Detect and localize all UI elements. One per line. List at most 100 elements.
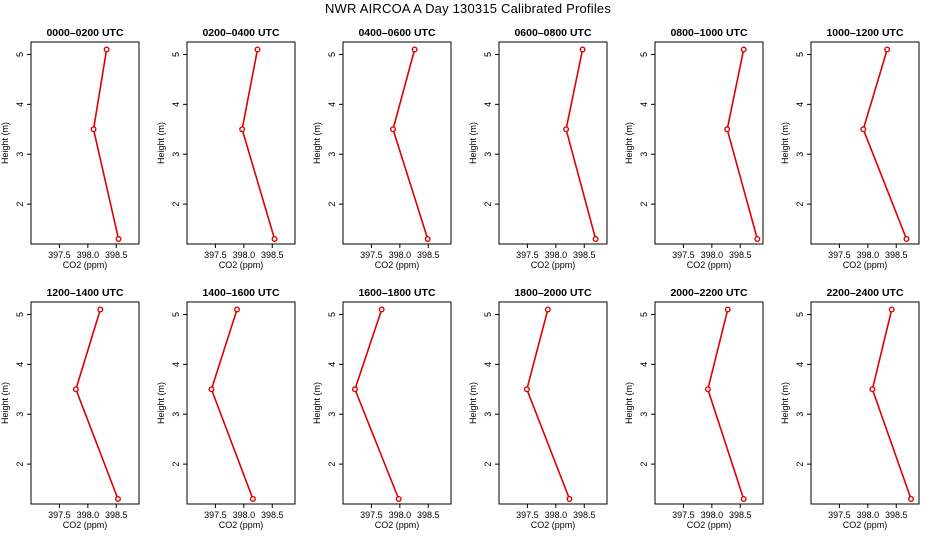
panel-3-ytick-label-4: 5 (327, 52, 337, 57)
panel-3-profile-line (392, 49, 429, 240)
panel-8-ytick-label-4: 5 (171, 312, 181, 317)
panel-1-title: 0000–0200 UTC (46, 27, 123, 39)
panel-8-xlabel: CO2 (ppm) (219, 520, 264, 530)
panel-1-xtick-label-1: 397.5 (48, 250, 71, 260)
panel-7-ytick-label-1: 2 (15, 462, 25, 467)
panel-10-ytick-label-1: 2 (483, 462, 493, 467)
panel-11-point-1 (724, 306, 731, 313)
panel-3-plot-frame (342, 41, 452, 245)
panel-5-xtick-label-3: 398.5 (729, 250, 752, 260)
panel-9-ytick-label-2: 3 (327, 412, 337, 417)
panel-7-xlabel: CO2 (ppm) (63, 520, 108, 530)
panel-3-point-1 (411, 46, 418, 53)
panel-4-ytick-label-3: 4 (483, 102, 493, 107)
panel-10-ytick-label-3: 4 (483, 362, 493, 367)
panel-1-ytick-label-3: 4 (15, 102, 25, 107)
panel-12-xtick-label-3: 398.5 (885, 510, 908, 520)
panel-1-ylabel: Height (m) (0, 122, 10, 164)
panel-8-xtick-label-2: 398.0 (233, 510, 256, 520)
panel-1-xlabel: CO2 (ppm) (63, 260, 108, 270)
panel-9-xtick-label-2: 398.0 (389, 510, 412, 520)
panel-2-ytick-label-3: 4 (171, 102, 181, 107)
panel-10-ytick-label-2: 3 (483, 412, 493, 417)
panel-8-point-1 (234, 306, 241, 313)
panel-8-title: 1400–1600 UTC (202, 287, 279, 299)
panel-12-xtick-label-1: 397.5 (828, 510, 851, 520)
panel-9-xlabel: CO2 (ppm) (375, 520, 420, 530)
panel-9-point-1 (378, 306, 385, 313)
panel-4-xlabel: CO2 (ppm) (531, 260, 576, 270)
panel-8-point-3 (249, 496, 256, 503)
panel-9-point-3 (395, 496, 402, 503)
panel-10-point-3 (566, 496, 573, 503)
panel-11-xtick-label-2: 398.0 (701, 510, 724, 520)
panel-6-title: 1000–1200 UTC (826, 27, 903, 39)
panel-9-ytick-label-3: 4 (327, 362, 337, 367)
panel-5-profile-line (726, 49, 759, 240)
panel-8-xtick-label-1: 397.5 (204, 510, 227, 520)
panel-8-ytick-label-3: 4 (171, 362, 181, 367)
panel-1-ytick-label-1: 2 (15, 202, 25, 207)
panel-1-xtick-label-3: 398.5 (105, 250, 128, 260)
panel-6-point-2 (860, 126, 867, 133)
panel-7-title: 1200–1400 UTC (46, 287, 123, 299)
figure-title: NWR AIRCOA A Day 130315 Calibrated Profi… (324, 1, 612, 16)
panel-12-title: 2200–2400 UTC (826, 287, 903, 299)
panel-10-ytick-label-4: 5 (483, 312, 493, 317)
panel-1-point-1 (103, 46, 110, 53)
panel-11-profile-line (707, 309, 745, 500)
panel-6-ylabel: Height (m) (780, 122, 790, 164)
panel-5-point-3 (754, 236, 761, 243)
panel-7-point-3 (114, 496, 121, 503)
panel-3-xtick-label-3: 398.5 (417, 250, 440, 260)
panel-1-point-3 (115, 236, 122, 243)
panel-4-ylabel: Height (m) (468, 122, 478, 164)
panel-3-ytick-label-2: 3 (327, 152, 337, 157)
panel-5-point-2 (724, 126, 731, 133)
panel-5-ytick-label-3: 4 (639, 102, 649, 107)
panel-12-profile-line (871, 309, 912, 500)
panel-11-point-2 (704, 386, 711, 393)
panel-4-title: 0600–0800 UTC (514, 27, 591, 39)
panel-11-ytick-label-4: 5 (639, 312, 649, 317)
panel-11-ytick-label-2: 3 (639, 412, 649, 417)
panel-12-ytick-label-2: 3 (795, 412, 805, 417)
panel-9-plot-frame (342, 301, 452, 505)
panel-6-profile-line (862, 49, 908, 240)
panel-1-point-2 (90, 126, 97, 133)
panel-2-point-2 (239, 126, 246, 133)
panel-11-ylabel: Height (m) (624, 382, 634, 424)
panel-4-xtick-label-1: 397.5 (516, 250, 539, 260)
panel-4-plot-frame (498, 41, 608, 245)
panel-6-plot-frame (810, 41, 920, 245)
panel-10-ylabel: Height (m) (468, 382, 478, 424)
panel-2-ytick-label-1: 2 (171, 202, 181, 207)
panel-3-ylabel: Height (m) (312, 122, 322, 164)
panel-3-xtick-label-1: 397.5 (360, 250, 383, 260)
panel-8-ytick-label-1: 2 (171, 462, 181, 467)
panel-6-ytick-label-1: 2 (795, 202, 805, 207)
panel-2-ytick-label-4: 5 (171, 52, 181, 57)
panel-6-xtick-label-2: 398.0 (857, 250, 880, 260)
panel-7-xtick-label-1: 397.5 (48, 510, 71, 520)
panel-7-ytick-label-2: 3 (15, 412, 25, 417)
panel-12-ytick-label-3: 4 (795, 362, 805, 367)
panel-8-plot-frame (186, 301, 296, 505)
panel-8-ylabel: Height (m) (156, 382, 166, 424)
panel-2-plot-frame (186, 41, 296, 245)
panel-5-xlabel: CO2 (ppm) (687, 260, 732, 270)
panel-3-ytick-label-3: 4 (327, 102, 337, 107)
panel-5-plot-frame (654, 41, 764, 245)
panel-10-xtick-label-1: 397.5 (516, 510, 539, 520)
panel-3-xlabel: CO2 (ppm) (375, 260, 420, 270)
panel-5-ytick-label-2: 3 (639, 152, 649, 157)
panel-12-ytick-label-1: 2 (795, 462, 805, 467)
panel-8-point-2 (208, 386, 215, 393)
panel-11-plot-frame (654, 301, 764, 505)
panel-7-profile-line (75, 309, 119, 500)
panel-5-ylabel: Height (m) (624, 122, 634, 164)
panel-4-point-1 (579, 46, 586, 53)
panel-12-point-2 (869, 386, 876, 393)
panel-2-ytick-label-2: 3 (171, 152, 181, 157)
